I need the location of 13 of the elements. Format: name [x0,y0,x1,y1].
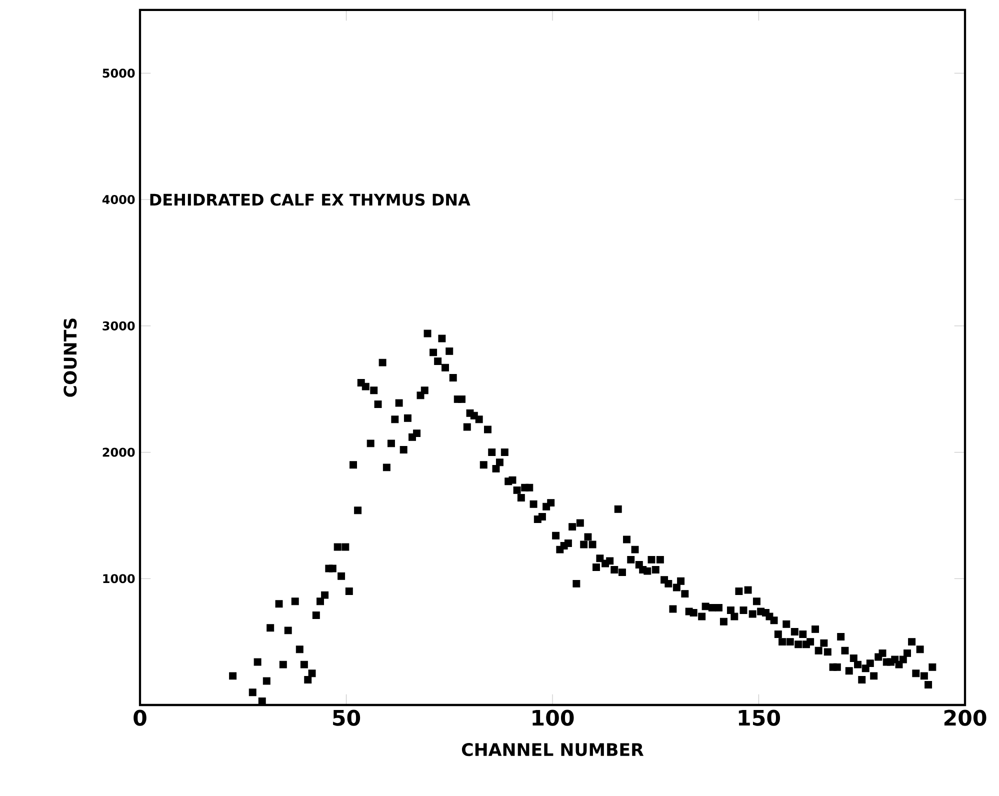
y-tick-label: 3000 [102,321,135,330]
y-tick-label: 1000 [103,574,135,584]
annotation: DEHIDRATED CALF EX THYMUS DNA [150,194,470,206]
x-axis-title: CHANNEL NUMBER [462,743,644,756]
y-tick-label: 4000 [102,195,135,204]
x-tick-label: 150 [738,710,780,726]
x-tick-label: 200 [944,710,986,726]
x-tick-label: 0 [134,710,146,726]
y-tick-label: 5000 [102,68,135,78]
x-tick-label: 100 [532,710,574,726]
y-axis-title: COUNTS [64,318,77,397]
y-tick-label: 2000 [102,448,135,457]
x-tick-label: 50 [333,710,360,726]
